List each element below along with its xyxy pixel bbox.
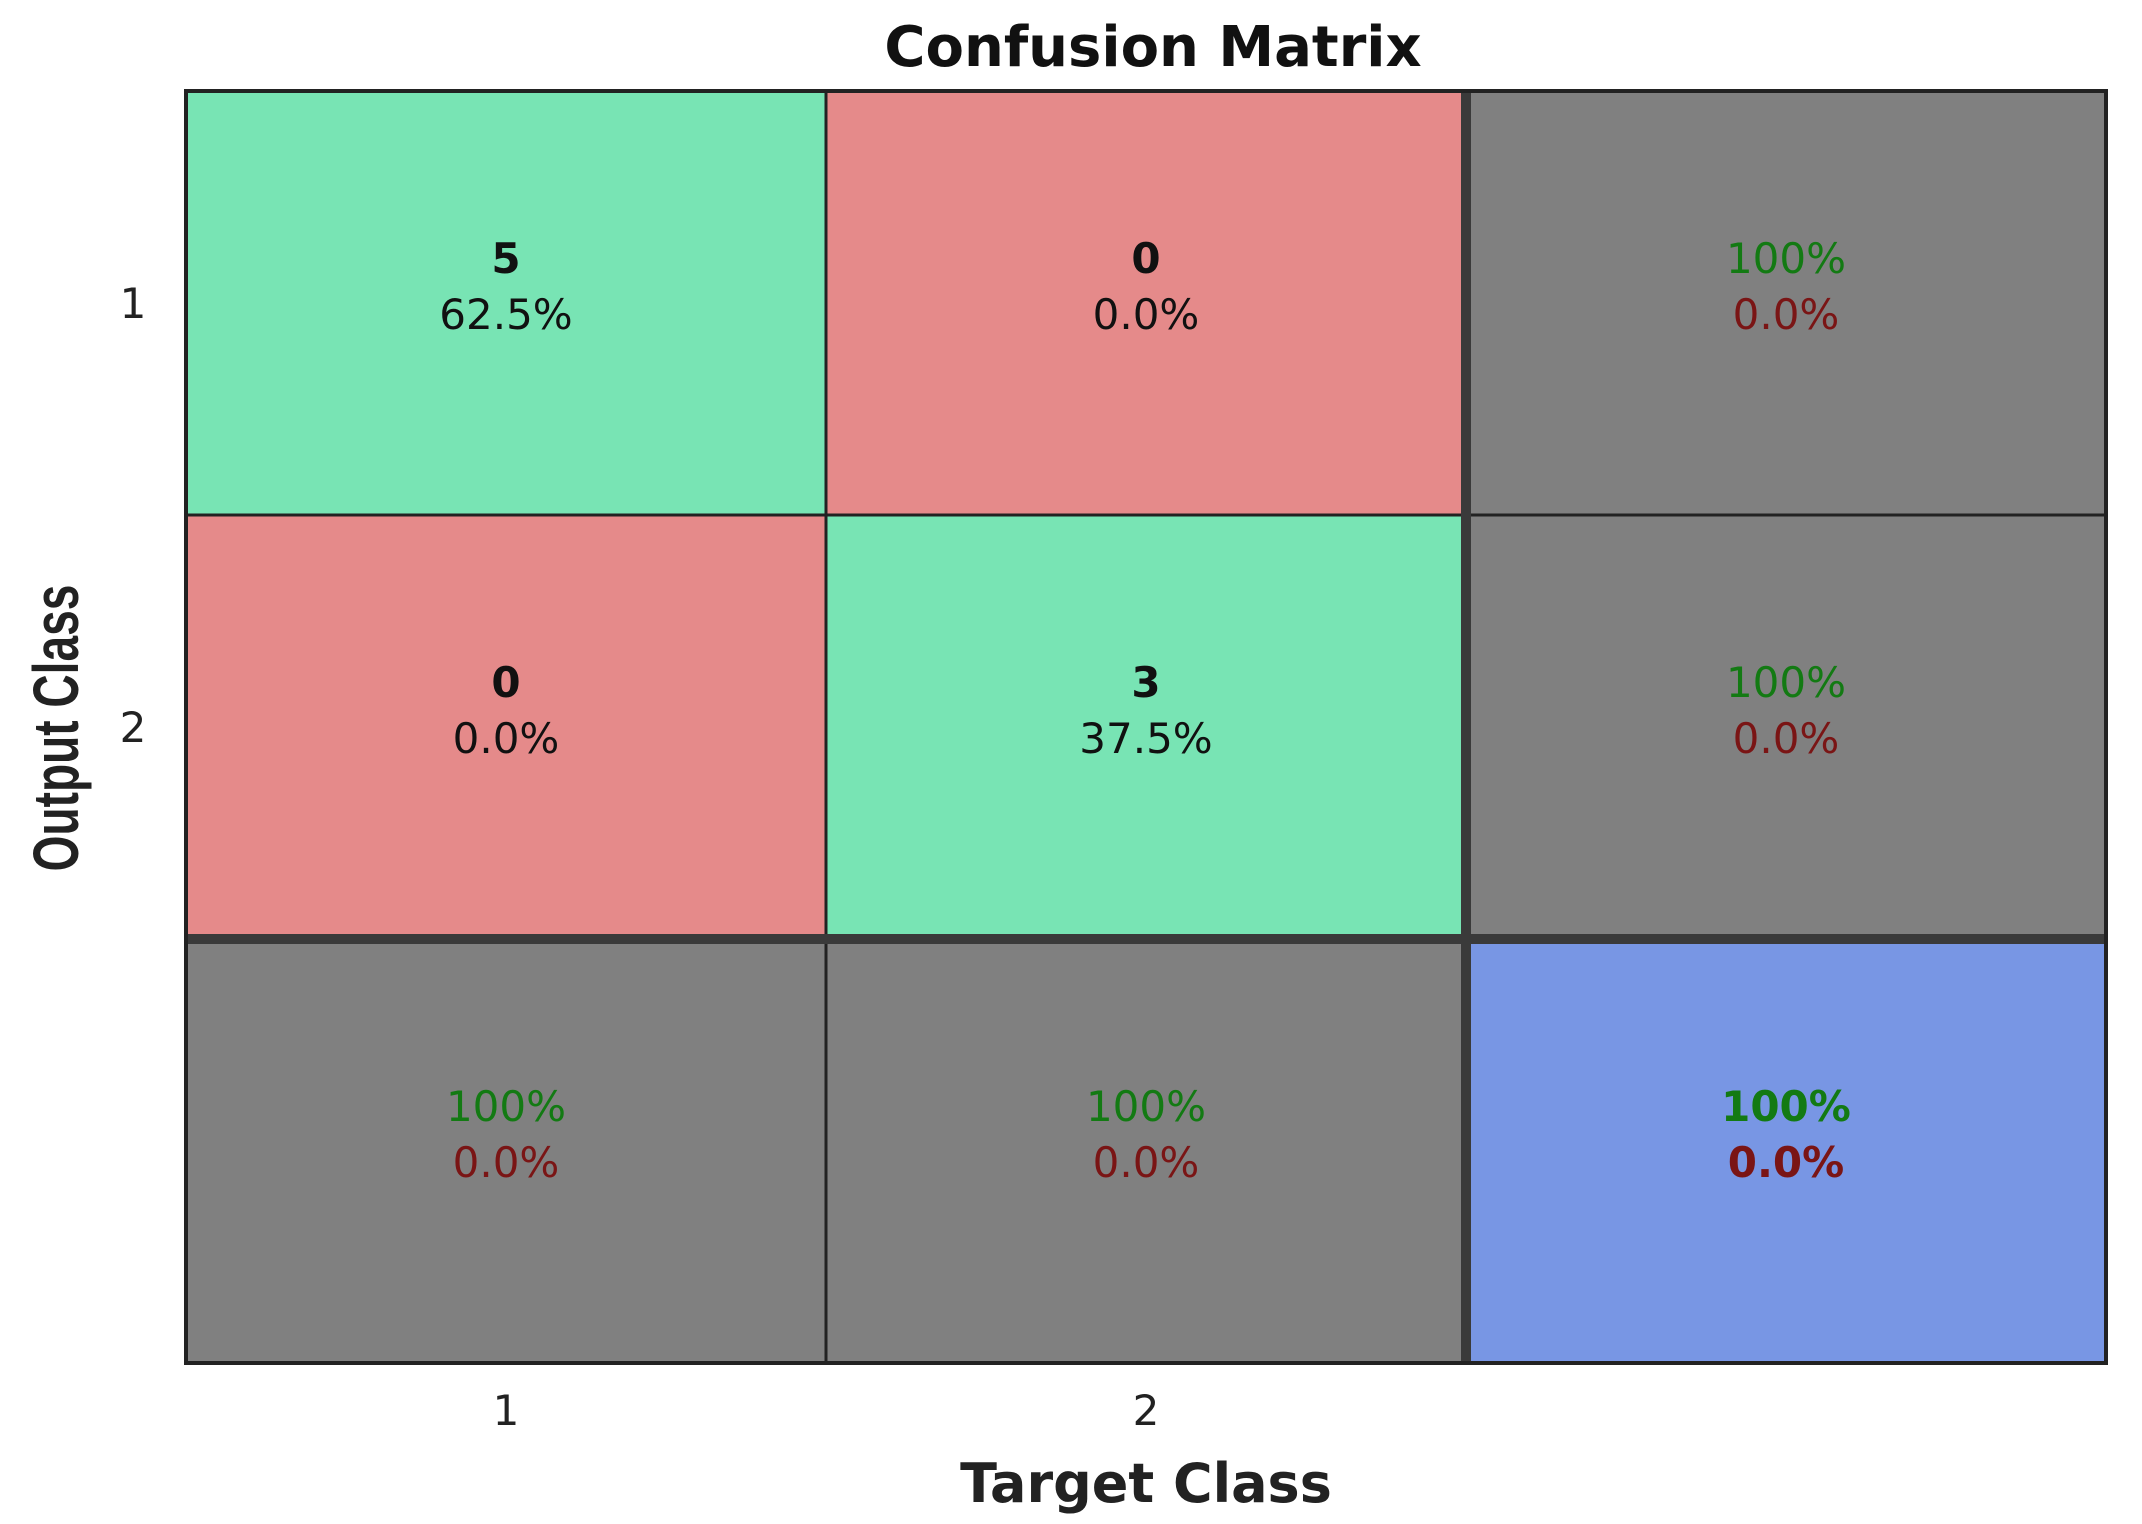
matrix-cell xyxy=(824,89,1468,517)
x-tick-label: 1 xyxy=(493,1386,520,1435)
col-summary-cell xyxy=(824,937,1468,1365)
matrix-cell xyxy=(184,89,828,517)
summary-error: 0.0% xyxy=(1093,1138,1200,1187)
matrix-cell xyxy=(824,513,1468,941)
overall-correct: 100% xyxy=(1721,1082,1851,1131)
summary-correct: 100% xyxy=(446,1082,566,1131)
summary-error: 0.0% xyxy=(1733,290,1840,339)
cell-percent: 0.0% xyxy=(453,714,560,763)
cell-percent: 37.5% xyxy=(1079,714,1212,763)
y-tick-label: 2 xyxy=(120,703,147,752)
cell-percent: 62.5% xyxy=(439,290,572,339)
col-summary-cell xyxy=(184,937,828,1365)
plot-border xyxy=(184,89,2108,1365)
summary-correct: 100% xyxy=(1086,1082,1206,1131)
cell-count: 0 xyxy=(1131,234,1160,283)
matrix-cell xyxy=(184,513,828,941)
x-tick-label: 2 xyxy=(1133,1386,1160,1435)
cell-count: 0 xyxy=(491,658,520,707)
summary-error: 0.0% xyxy=(453,1138,560,1187)
y-axis-label: Output Class xyxy=(21,585,92,872)
chart-title: Confusion Matrix xyxy=(884,15,1421,80)
row-summary-cell xyxy=(1464,513,2108,941)
cell-count: 3 xyxy=(1131,658,1160,707)
cell-count: 5 xyxy=(491,234,520,283)
overall-error: 0.0% xyxy=(1728,1138,1844,1187)
summary-error: 0.0% xyxy=(1733,714,1840,763)
summary-correct: 100% xyxy=(1726,234,1846,283)
matrix-cells: 562.5%00.0%100%0.0%00.0%337.5%100%0.0%10… xyxy=(120,89,2108,1435)
x-axis-label: Target Class xyxy=(960,1452,1332,1515)
y-tick-label: 1 xyxy=(120,279,147,328)
summary-correct: 100% xyxy=(1726,658,1846,707)
cell-percent: 0.0% xyxy=(1093,290,1200,339)
